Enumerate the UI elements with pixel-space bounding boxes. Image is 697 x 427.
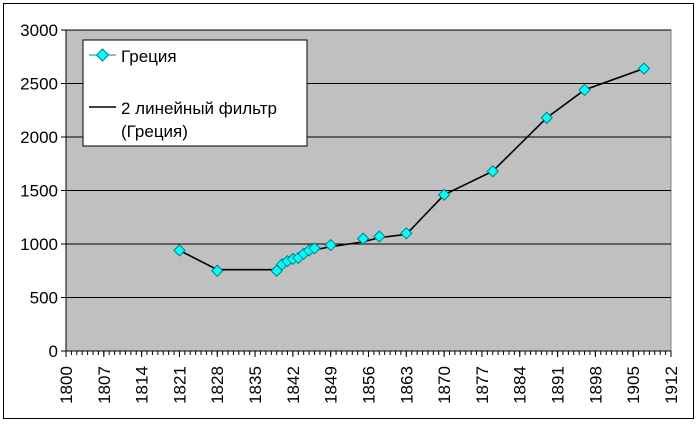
- x-tick-label: 1800: [57, 366, 76, 404]
- data-point-diamond: [270, 264, 283, 277]
- legend-diamond-marker-icon: [95, 48, 110, 62]
- y-tick-label: 1500: [20, 182, 58, 201]
- legend-trendline-label-line1: 2 линейный фильтр: [121, 99, 277, 118]
- y-tick-label: 2000: [20, 128, 58, 147]
- x-tick-label: 1807: [95, 366, 114, 404]
- legend-box: [82, 39, 308, 147]
- data-point-diamond: [540, 111, 553, 124]
- data-point-diamond: [324, 238, 337, 252]
- data-point-diamond: [400, 227, 413, 240]
- legend-series-label: Греция: [121, 47, 177, 66]
- x-tick-label: 1821: [170, 366, 189, 404]
- x-tick-label: 1891: [549, 366, 568, 404]
- legend: Греция 2 линейный фильтр (Греция): [82, 39, 308, 147]
- x-tick-label: 1884: [511, 366, 530, 404]
- x-tick-label: 1905: [624, 366, 643, 404]
- data-point-diamond: [373, 230, 386, 243]
- data-point-diamond: [637, 62, 651, 75]
- axes: 0 500 1000 1500 2000 2500 3000 1800 1807 1814 1821…: [20, 21, 681, 404]
- data-point-diamond: [578, 83, 591, 97]
- data-point-diamond: [173, 244, 186, 257]
- marker-layer: [173, 62, 651, 277]
- x-tick-label: 1870: [435, 366, 454, 404]
- x-tick-label: 1856: [359, 366, 378, 404]
- legend-trendline-label-line2: (Греция): [121, 122, 188, 141]
- data-point-diamond: [308, 242, 321, 255]
- data-point-diamond: [211, 264, 224, 277]
- data-point-diamond: [437, 188, 451, 201]
- y-tick-label: 3000: [20, 21, 58, 40]
- x-tick-label: 1842: [284, 366, 303, 404]
- x-tick-label: 1898: [586, 366, 605, 404]
- x-tick-label: 1835: [246, 366, 265, 404]
- x-tick-label: 1863: [397, 366, 416, 404]
- data-point-diamond: [486, 165, 499, 178]
- y-tick-label: 1000: [20, 235, 58, 254]
- x-tick-label: 1828: [208, 366, 227, 404]
- data-point-diamond: [356, 232, 370, 245]
- y-tick-label: 2500: [20, 75, 58, 94]
- x-tick-label: 1849: [322, 366, 341, 404]
- y-tick-label: 0: [49, 342, 58, 361]
- x-tick-label: 1814: [133, 366, 152, 404]
- x-tick-label: 1912: [662, 366, 681, 404]
- y-tick-label: 500: [30, 289, 58, 308]
- x-tick-label: 1877: [473, 366, 492, 404]
